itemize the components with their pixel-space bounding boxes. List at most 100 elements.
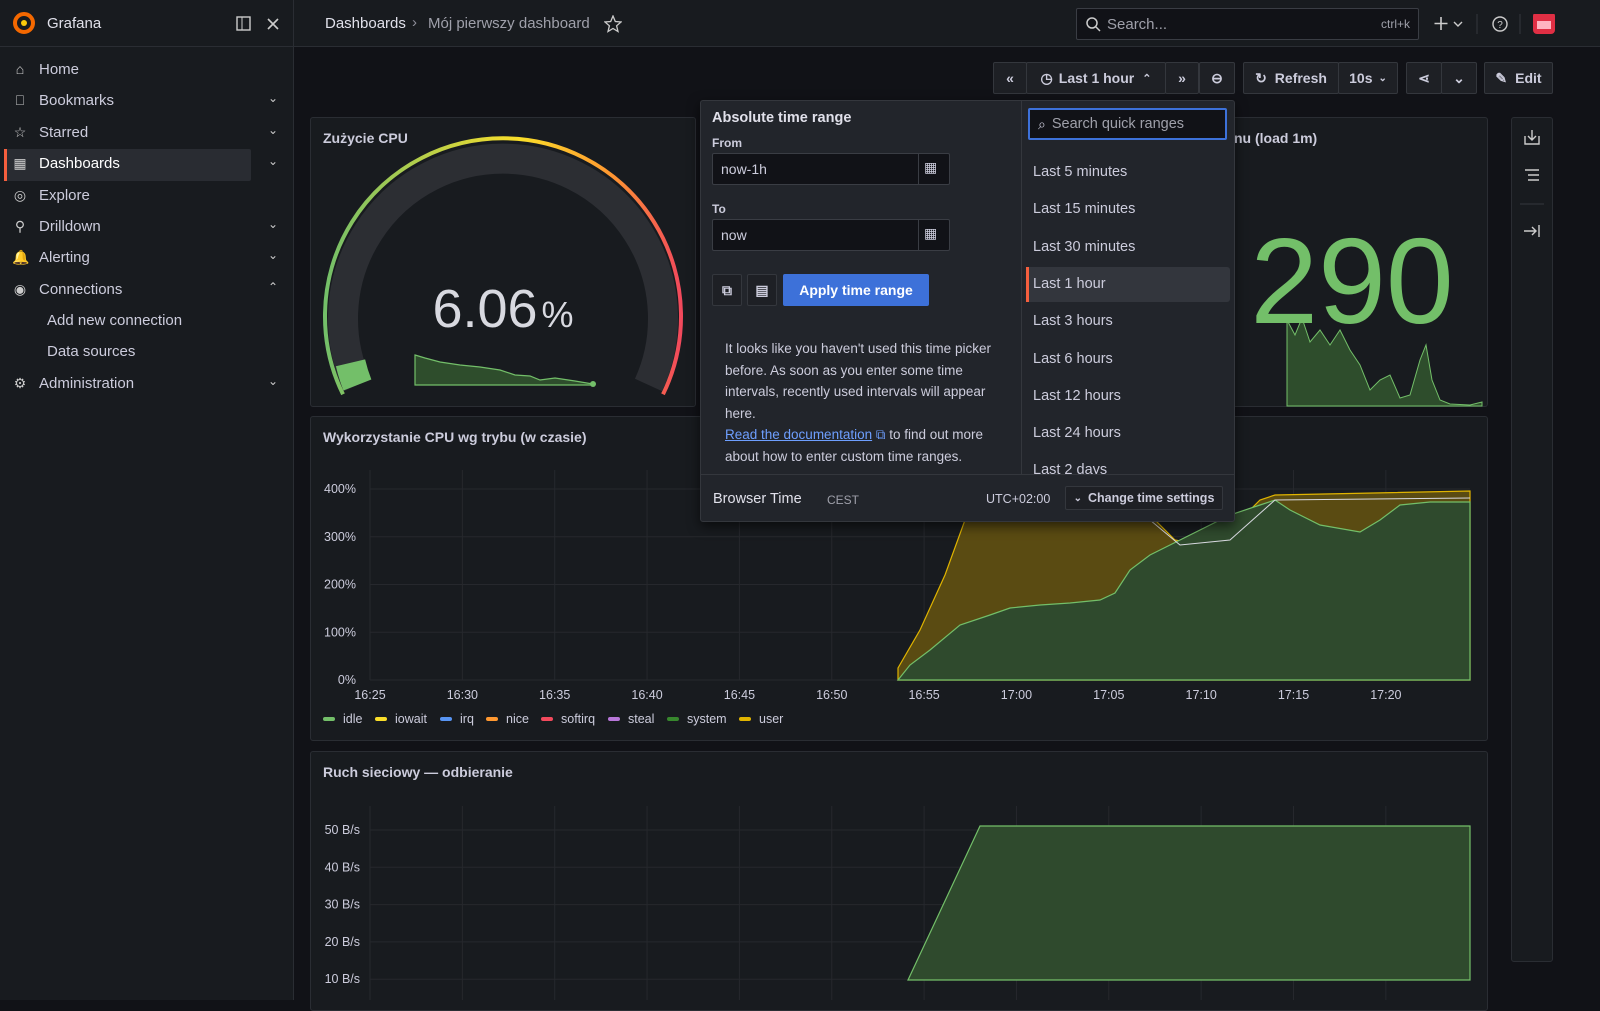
nav-item[interactable]: Data sources [47,343,136,360]
legend-label: idle [343,712,363,726]
to-input[interactable]: now [712,219,950,251]
quick-range[interactable]: Last 2 days [1033,462,1108,474]
nav-icon: ◉ [13,281,27,297]
quick-range[interactable]: Last 12 hours [1033,387,1121,404]
nav-item[interactable]: Home [39,61,80,78]
nav-icon: ⚲ [14,218,26,234]
quick-range[interactable]: Last 15 minutes [1033,201,1136,218]
legend-swatch [323,717,335,721]
nav-item[interactable]: Bookmarks [39,92,115,109]
time-picker: Absolute time range From now-1h ▦ To now… [700,100,1235,522]
y-tick-label: 300% [324,530,356,544]
nav-icon: ⎕ [15,92,25,108]
calendar-icon[interactable]: ▦ [924,225,938,241]
chevron: ⌄ [1378,72,1387,84]
nav-chevron: ⌃ [268,280,279,294]
shift-forward[interactable]: » [1165,62,1199,94]
nav-item[interactable]: Alerting [39,249,90,266]
quick-range[interactable]: Last 30 minutes [1033,238,1136,255]
doc-link[interactable]: Read the documentation [725,427,873,442]
shift-back[interactable]: « [993,62,1027,94]
top-icons[interactable]: ? [1432,14,1600,34]
time-range-button[interactable]: ◷ Last 1 hour ⌃ [1026,62,1166,94]
svg-text:?: ? [1497,20,1503,31]
copy-button[interactable]: ⧉ [712,274,742,306]
nav-menu: ⌂ Home ⎕ Bookmarks ⌄ ☆ Starred ⌄ ▦ Dashboards ⌄ ◎ Ex… [0,47,293,447]
gauge-value-arc [335,359,372,391]
legend-swatch [667,717,679,721]
gauge-track [328,143,678,392]
quick-range[interactable]: Last 3 hours [1033,313,1113,330]
quick-range[interactable]: Last 6 hours [1033,350,1113,367]
nav-item[interactable]: Explore [39,187,90,204]
y-tick-label: 200% [324,578,356,592]
from-input[interactable]: now-1h [712,153,950,185]
interval-picker[interactable]: 10s ⌄ [1338,62,1398,94]
gauge-sparkline [414,354,594,386]
search-shortcut: ctrl+k [1380,17,1410,31]
rail-icons[interactable] [1520,128,1544,240]
brand: Grafana [47,15,102,32]
panel-title: nu (load 1m) [1234,130,1318,146]
quick-range[interactable]: Last 1 hour [1033,275,1106,292]
x-tick-label: 17:05 [1093,688,1124,702]
sidebar-border [293,0,294,1000]
interval-label: 10s [1349,70,1373,86]
star-icon[interactable] [604,15,622,33]
x-tick-label: 17:10 [1186,688,1217,702]
search-box[interactable]: Search... ctrl+k [1076,8,1419,40]
gauge-threshold-arc [323,136,683,396]
sidebar-controls[interactable] [236,16,286,32]
panel-title: Ruch sieciowy — odbieranie [323,764,513,780]
quick-range[interactable]: Last 5 minutes [1033,164,1128,180]
search-placeholder: Search... [1107,15,1168,33]
search-icon [1086,17,1101,32]
y-tick-label: 0% [338,673,356,687]
nav-icon: ▦ [13,155,27,171]
y-tick-label: 10 B/s [325,972,360,986]
legend-label: nice [506,712,529,726]
nav-item[interactable]: Administration [39,375,135,392]
zoom-out[interactable]: ⊖ [1199,62,1235,94]
nav-item[interactable]: Dashboards [39,155,120,172]
network-area [907,825,1471,981]
quick-ranges: Last 5 minutes Last 15 minutes Last 30 min… [1022,149,1235,474]
nav-chevron: ⌄ [268,123,279,137]
x-tick-label: 16:25 [354,688,385,702]
nav-item[interactable]: Drilldown [39,218,101,235]
panel-title: Zużycie CPU [323,130,408,146]
gauge-unit: % [542,294,574,335]
help-text: It looks like you haven't used this time… [725,341,991,464]
legend-label: steal [628,712,654,726]
footer-label: Browser Time [713,491,802,507]
change-settings[interactable]: ⌄ Change time settings [1065,486,1223,510]
range-selected-bg [1026,266,1230,302]
stat-sparkline [1286,316,1483,407]
quick-search[interactable]: ⌕ Search quick ranges [1028,108,1227,140]
refresh-button[interactable]: ↻ Refresh [1243,62,1339,94]
legend-label: system [687,712,727,726]
apply-button[interactable]: Apply time range [783,274,929,306]
y-tick-label: 100% [324,625,356,639]
legend-label: irq [460,712,474,726]
footer-offset: UTC+02:00 [986,492,1051,506]
legend-swatch [739,717,751,721]
nav-item[interactable]: Connections [39,281,123,298]
idle-area [896,499,1471,681]
x-tick-label: 16:30 [447,688,478,702]
stat-value: 290 [1250,213,1454,349]
nav-item[interactable]: Add new connection [47,312,183,329]
quick-range[interactable]: Last 24 hours [1033,425,1121,442]
nav-item[interactable]: Starred [39,124,89,141]
legend-swatch [608,717,620,721]
nav-chevron: ⌄ [268,217,279,231]
quick-search-placeholder: Search quick ranges [1051,116,1185,132]
calendar-icon[interactable]: ▦ [924,159,938,175]
breadcrumb-root[interactable]: Dashboards [325,15,406,32]
edit-button[interactable]: ✎ Edit [1484,62,1553,94]
y-tick-label: 30 B/s [325,898,360,912]
share-menu[interactable]: ⌄ [1441,62,1477,94]
divider [918,154,919,184]
from-value: now-1h [721,161,767,177]
paste-button[interactable]: ▤ [747,274,777,306]
